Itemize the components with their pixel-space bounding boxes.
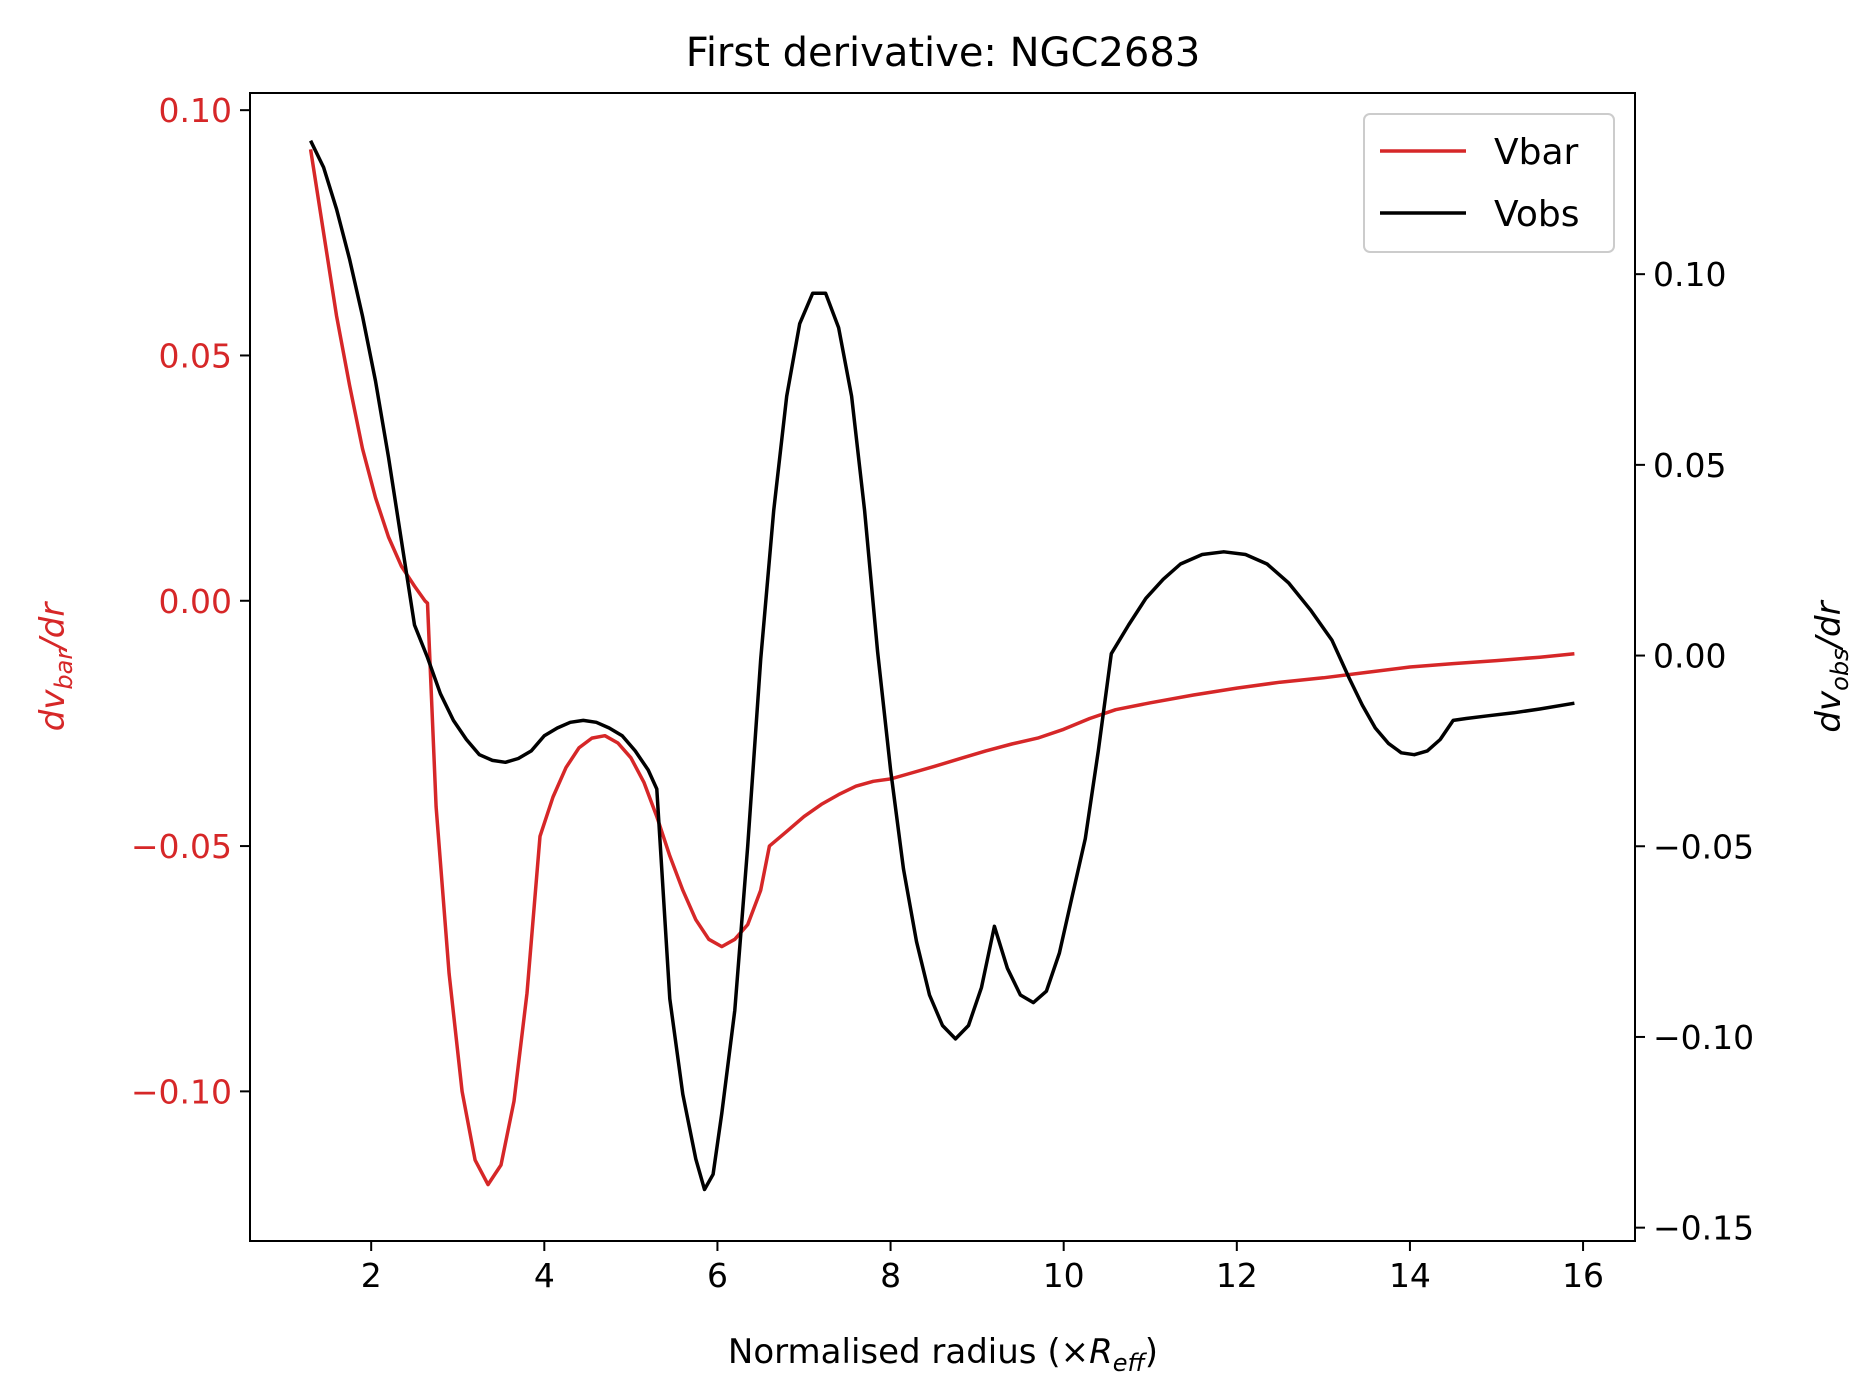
x-tick-label: 14 [1389,1256,1431,1295]
y-left-tick-label: 0.00 [159,582,232,621]
legend-label-vobs: Vobs [1494,194,1579,235]
y-axis-right-label-a: dv [1809,690,1849,733]
series-line-vbar [308,149,1575,1187]
x-axis-label: Normalised radius (×Reff) [728,1332,1158,1377]
x-tick-label: 4 [534,1256,555,1295]
x-tick-label: 12 [1216,1256,1258,1295]
series-line-vobs [309,139,1575,1192]
legend-label-vbar: Vbar [1494,132,1579,173]
y-axis-left-label-a: dv [33,689,73,732]
y-axis-left-label-b: /dr [33,601,73,653]
y-left-tick-label: 0.10 [159,91,232,130]
y-axis-left: 0.10 0.05 0.00 −0.05 −0.10 [131,91,250,1111]
y-axis-left-label: dvbar/dr [33,601,78,732]
y-right-tick-label: 0.00 [1653,637,1726,676]
y-axis-right-label-subscript: obs [1826,648,1854,690]
x-tick-label: 2 [361,1256,382,1295]
x-axis-label-main: Normalised radius (× [728,1332,1089,1372]
x-axis-label-subscript: eff [1113,1349,1148,1377]
y-left-tick-label: −0.05 [131,827,232,866]
x-axis: 2 4 6 8 10 12 14 16 [361,1241,1604,1295]
y-right-tick-label: 0.10 [1653,255,1726,294]
x-axis-label-close: ) [1145,1332,1158,1372]
plot-frame [249,92,1636,1242]
x-axis-label-symbol: R [1089,1332,1113,1372]
y-right-tick-label: −0.15 [1653,1209,1754,1248]
y-left-tick-label: −0.10 [131,1072,232,1111]
y-axis-left-label-subscript: bar [50,648,78,690]
x-tick-label: 8 [880,1256,901,1295]
x-tick-label: 16 [1562,1256,1604,1295]
legend: Vbar Vobs [1363,113,1615,253]
y-left-tick-label: 0.05 [159,336,232,375]
chart-title: First derivative: NGC2683 [686,30,1201,76]
y-right-tick-label: −0.10 [1653,1018,1754,1057]
y-right-tick-label: 0.05 [1653,446,1726,485]
y-axis-right-label-b: /dr [1809,599,1849,651]
y-right-tick-label: −0.05 [1653,827,1754,866]
x-tick-label: 6 [707,1256,728,1295]
legend-box [1363,113,1615,253]
y-axis-right-label: dvobs/dr [1809,599,1854,732]
x-tick-label: 10 [1043,1256,1085,1295]
y-axis-right: 0.10 0.05 0.00 −0.05 −0.10 −0.15 [1635,255,1754,1248]
series-layer [308,139,1575,1192]
